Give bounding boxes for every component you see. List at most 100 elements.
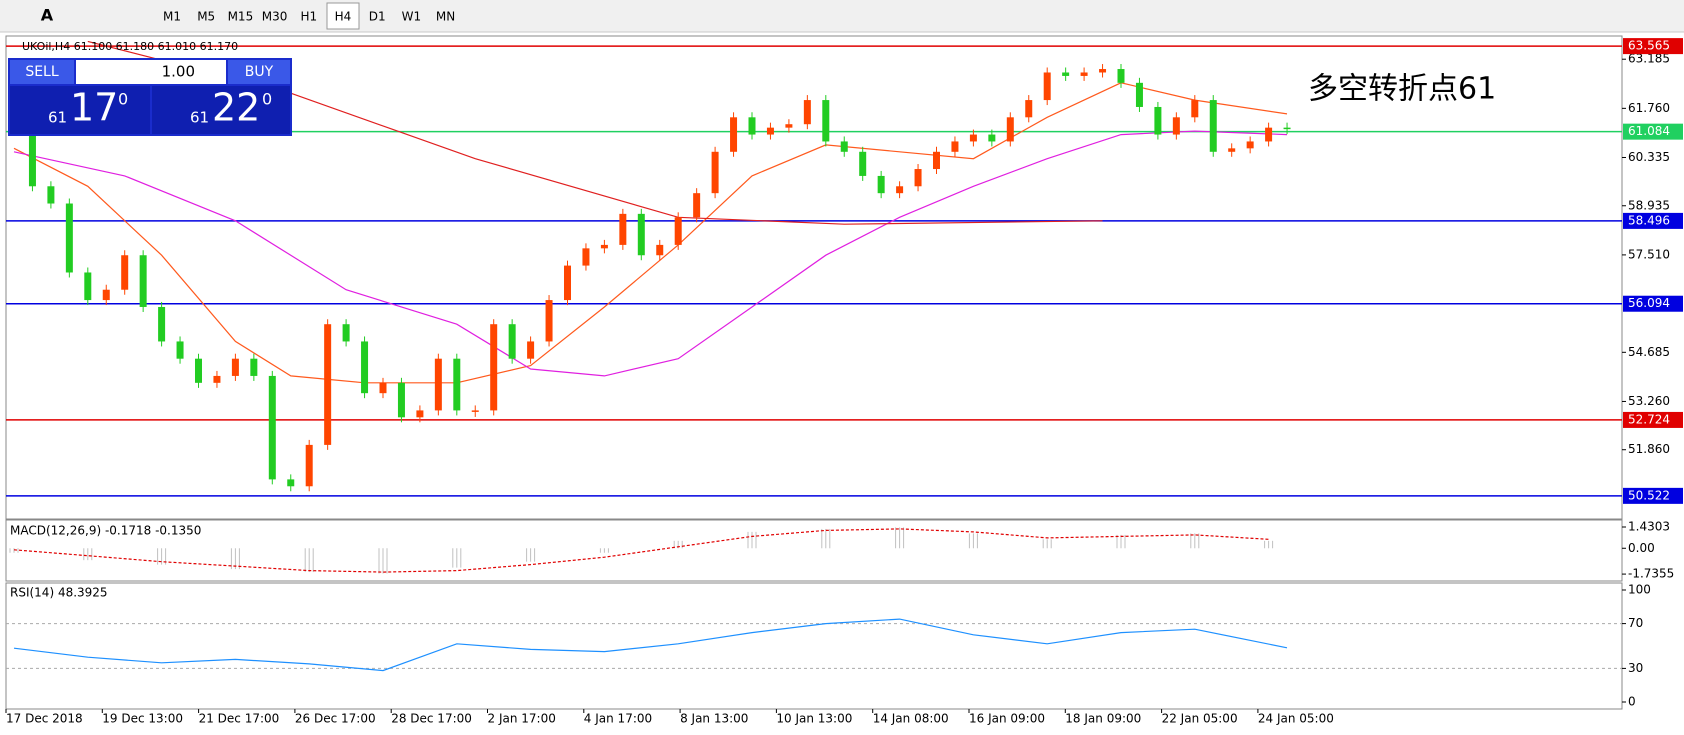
level-label: 56.094 xyxy=(1628,296,1670,310)
candle xyxy=(859,151,867,176)
tool-icon[interactable]: A xyxy=(41,6,54,25)
timeframe-button[interactable]: M15 xyxy=(228,10,254,24)
level-tag xyxy=(1623,487,1683,504)
timeframe-button[interactable]: D1 xyxy=(369,10,386,24)
x-tick-label: 28 Dec 17:00 xyxy=(391,712,472,726)
candle xyxy=(896,186,904,194)
buy-price-main: 22 xyxy=(212,86,260,130)
candle xyxy=(527,341,535,359)
buy-price-box[interactable] xyxy=(152,86,290,134)
candle xyxy=(840,141,848,152)
level-label: 63.565 xyxy=(1628,39,1670,53)
line xyxy=(13,618,1288,672)
timeframe-button[interactable]: H1 xyxy=(300,10,317,24)
level-tag xyxy=(1623,123,1683,140)
candle xyxy=(1154,106,1162,135)
annotation: 多空转折点61 xyxy=(1308,72,1496,107)
candle xyxy=(822,100,830,142)
candle xyxy=(102,289,110,301)
main-panel xyxy=(5,35,1623,520)
candle xyxy=(305,444,313,487)
level-label: 52.724 xyxy=(1628,412,1670,426)
candle xyxy=(1172,117,1180,135)
sell-price-big: 61 xyxy=(48,109,67,127)
candle xyxy=(1062,72,1070,76)
lot-value[interactable]: 1.00 xyxy=(162,63,195,81)
sell-button[interactable] xyxy=(10,60,74,84)
candle xyxy=(213,375,221,383)
timeframe-button[interactable]: H4 xyxy=(335,10,352,24)
candle xyxy=(766,127,774,135)
timeframe-button[interactable]: M30 xyxy=(262,10,288,24)
candle xyxy=(711,151,719,194)
candle xyxy=(914,169,922,187)
candle xyxy=(287,479,295,487)
x-tick-label: 10 Jan 13:00 xyxy=(776,712,852,726)
candle xyxy=(656,244,664,256)
line xyxy=(13,130,1288,377)
candle xyxy=(785,124,793,128)
y-tick-label: 60.335 xyxy=(1628,150,1670,164)
timeframe-button[interactable]: MN xyxy=(436,10,455,24)
level-label: 50.522 xyxy=(1628,488,1670,502)
candle xyxy=(1043,72,1051,101)
sell-price-main: 17 xyxy=(70,86,118,130)
candle xyxy=(250,358,258,376)
candle xyxy=(434,358,442,411)
sell-label[interactable]: SELL xyxy=(25,64,59,80)
candle xyxy=(268,375,276,480)
candle xyxy=(693,193,701,218)
macd-panel xyxy=(5,519,1623,582)
candle xyxy=(508,324,516,359)
candle xyxy=(674,217,682,245)
candle xyxy=(619,213,627,245)
timeframe-button[interactable]: M1 xyxy=(163,10,181,24)
x-tick-label: 21 Dec 17:00 xyxy=(199,712,280,726)
candle xyxy=(121,255,129,290)
line xyxy=(13,82,1288,384)
y-tick-label: 63.185 xyxy=(1628,52,1670,66)
candle xyxy=(1080,72,1088,76)
x-tick-label: 16 Jan 09:00 xyxy=(969,712,1045,726)
x-tick-label: 14 Jan 08:00 xyxy=(873,712,949,726)
y-tick-label: 70 xyxy=(1628,616,1643,630)
y-tick-label: 1.4303 xyxy=(1628,519,1670,533)
sell-price-box[interactable] xyxy=(10,86,150,134)
y-tick-label: 53.260 xyxy=(1628,394,1670,408)
candle xyxy=(342,324,350,342)
candle xyxy=(803,100,811,125)
y-tick-label: 100 xyxy=(1628,583,1651,597)
buy-button[interactable] xyxy=(228,60,290,84)
y-tick-label: 0.00 xyxy=(1628,541,1655,555)
x-tick-label: 22 Jan 05:00 xyxy=(1162,712,1238,726)
x-tick-label: 17 Dec 2018 xyxy=(6,712,83,726)
y-tick-label: 57.510 xyxy=(1628,247,1670,261)
timeframe-button[interactable]: W1 xyxy=(402,10,422,24)
candle xyxy=(637,213,645,256)
lot-input[interactable] xyxy=(76,60,226,84)
buy-label[interactable]: BUY xyxy=(245,64,274,80)
y-tick-label: 0 xyxy=(1628,695,1636,709)
y-tick-label: 54.685 xyxy=(1628,345,1670,359)
candle xyxy=(1006,117,1014,142)
level-tag xyxy=(1623,411,1683,428)
candle xyxy=(1099,69,1107,73)
toolbar xyxy=(0,0,1684,32)
timeframe-button[interactable]: M5 xyxy=(197,10,215,24)
candle xyxy=(1246,141,1254,149)
level-tag xyxy=(1623,38,1683,55)
candle xyxy=(231,358,239,376)
candle xyxy=(139,255,147,307)
candle xyxy=(564,265,571,301)
y-tick-label: 51.860 xyxy=(1628,442,1670,456)
level-tag xyxy=(1623,212,1683,229)
x-tick-label: 26 Dec 17:00 xyxy=(295,712,376,726)
candle xyxy=(65,203,73,273)
candle xyxy=(471,410,479,412)
line xyxy=(13,528,1269,573)
candle xyxy=(397,382,405,418)
sell-price-sup: 0 xyxy=(118,90,128,109)
candle xyxy=(416,410,424,418)
candle xyxy=(969,134,977,142)
